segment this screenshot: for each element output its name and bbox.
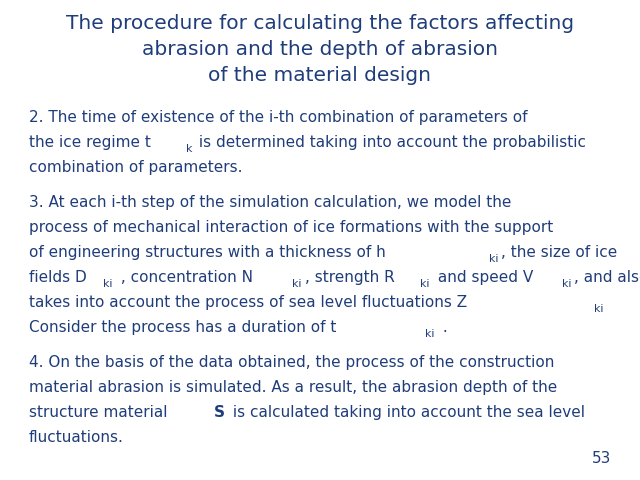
Text: material abrasion is simulated. As a result, the abrasion depth of the: material abrasion is simulated. As a res… xyxy=(29,380,557,395)
Text: , the size of ice: , the size of ice xyxy=(501,245,618,260)
Text: ki: ki xyxy=(103,279,113,289)
Text: 3. At each i-th step of the simulation calculation, we model the: 3. At each i-th step of the simulation c… xyxy=(29,195,511,210)
Text: process of mechanical interaction of ice formations with the support: process of mechanical interaction of ice… xyxy=(29,220,553,235)
Text: is determined taking into account the probabilistic: is determined taking into account the pr… xyxy=(195,135,586,150)
Text: , strength R: , strength R xyxy=(305,270,394,285)
Text: k: k xyxy=(186,144,193,154)
Text: , and also: , and also xyxy=(574,270,640,285)
Text: 4. On the basis of the data obtained, the process of the construction: 4. On the basis of the data obtained, th… xyxy=(29,355,554,370)
Text: is calculated taking into account the sea level: is calculated taking into account the se… xyxy=(228,405,585,420)
Text: ki: ki xyxy=(426,329,435,339)
Text: 2. The time of existence of the i-th combination of parameters of: 2. The time of existence of the i-th com… xyxy=(29,110,527,125)
Text: fields D: fields D xyxy=(29,270,86,285)
Text: , concentration N: , concentration N xyxy=(116,270,253,285)
Text: structure material: structure material xyxy=(29,405,172,420)
Text: ki: ki xyxy=(594,304,604,314)
Text: the ice regime t: the ice regime t xyxy=(29,135,150,150)
Text: ki: ki xyxy=(420,279,430,289)
Text: ki: ki xyxy=(292,279,302,289)
Text: Consider the process has a duration of t: Consider the process has a duration of t xyxy=(29,320,336,335)
Text: of engineering structures with a thickness of h: of engineering structures with a thickne… xyxy=(29,245,385,260)
Text: 53: 53 xyxy=(592,451,611,466)
Text: takes into account the process of sea level fluctuations Z: takes into account the process of sea le… xyxy=(29,295,467,310)
Text: ki: ki xyxy=(489,254,499,264)
Text: S: S xyxy=(214,405,225,420)
Text: The procedure for calculating the factors affecting
abrasion and the depth of ab: The procedure for calculating the factor… xyxy=(66,14,574,85)
Text: and speed V: and speed V xyxy=(433,270,533,285)
Text: fluctuations.: fluctuations. xyxy=(29,430,124,445)
Text: .: . xyxy=(438,320,447,335)
Text: combination of parameters.: combination of parameters. xyxy=(29,160,243,175)
Text: ki: ki xyxy=(562,279,572,289)
